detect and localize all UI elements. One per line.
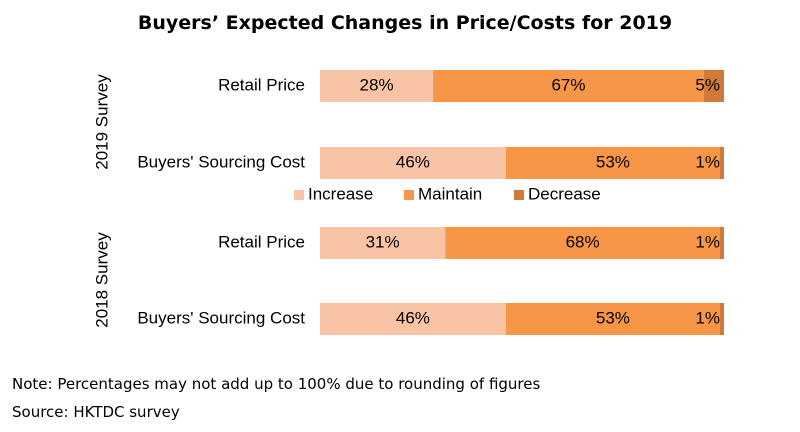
bar-increase-row-2 — [320, 147, 506, 179]
bar-increase-row-1 — [320, 70, 434, 102]
bar-maintain-row-2 — [505, 147, 720, 179]
data-label-decrease-row-4: 1% — [695, 308, 720, 327]
category-label-retail-price: Retail Price — [218, 75, 305, 94]
data-label-increase-row-3: 31% — [366, 232, 400, 251]
data-label-decrease-row-2: 1% — [695, 152, 720, 171]
bar-decrease-row-3 — [719, 227, 724, 259]
legend-swatch-decrease — [514, 190, 524, 200]
group-label-2018-survey: 2018 Survey — [92, 232, 111, 328]
category-labels: Retail Price Buyers' Sourcing Cost Retail … — [137, 75, 305, 327]
source-note: Source: HKTDC survey — [12, 403, 180, 421]
data-label-maintain-row-2: 53% — [596, 152, 630, 171]
chart-title: Buyers’ Expected Changes in Price/Costs … — [138, 12, 672, 34]
data-label-increase-row-4: 46% — [396, 308, 430, 327]
bar-maintain-row-1 — [433, 70, 704, 102]
data-label-decrease-row-1: 5% — [695, 75, 720, 94]
bar-maintain-row-3 — [445, 227, 720, 259]
bar-maintain-row-4 — [505, 303, 720, 335]
bar-decrease-row-1 — [703, 70, 724, 102]
group-label-2019-survey: 2019 Survey — [92, 74, 111, 170]
legend: Increase Maintain Decrease — [294, 184, 601, 203]
survey-group-labels: 2019 Survey 2018 Survey — [92, 74, 111, 328]
legend-swatch-maintain — [404, 190, 414, 200]
data-label-increase-row-2: 46% — [396, 152, 430, 171]
legend-swatch-increase — [294, 190, 304, 200]
data-label-maintain-row-4: 53% — [596, 308, 630, 327]
legend-label-decrease: Decrease — [528, 184, 601, 203]
bar-decrease-row-2 — [719, 147, 724, 179]
footnote: Note: Percentages may not add up to 100%… — [12, 375, 541, 393]
category-label-retail-price: Retail Price — [218, 232, 305, 251]
data-label-maintain-row-3: 68% — [566, 232, 600, 251]
data-label-decrease-row-3: 1% — [695, 232, 720, 251]
category-label-buyers-sourcing-cost: Buyers' Sourcing Cost — [137, 308, 305, 327]
legend-label-increase: Increase — [308, 184, 373, 203]
bar-decrease-row-4 — [719, 303, 724, 335]
bars-layer: 28% 67% 5% 46% 53% 1% 31% 68% 1% 46% 53% 1% — [320, 70, 724, 335]
bar-increase-row-3 — [320, 227, 446, 259]
data-label-maintain-row-1: 67% — [551, 75, 585, 94]
category-label-buyers-sourcing-cost: Buyers' Sourcing Cost — [137, 152, 305, 171]
data-label-increase-row-1: 28% — [360, 75, 394, 94]
legend-label-maintain: Maintain — [418, 184, 482, 203]
bar-increase-row-4 — [320, 303, 506, 335]
